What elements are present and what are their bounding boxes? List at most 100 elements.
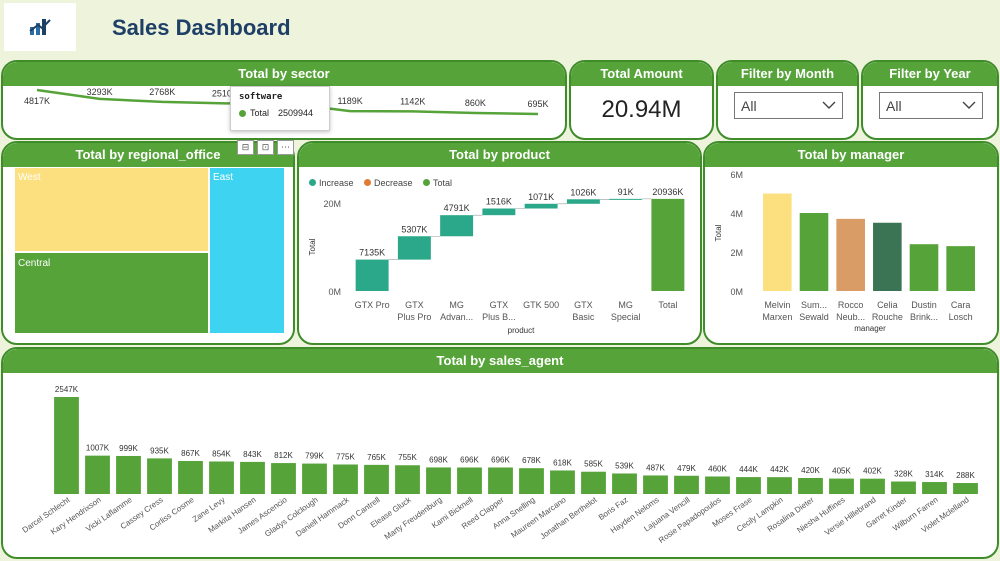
- chevron-down-icon: [962, 101, 976, 109]
- agent-data-label: 420K: [801, 466, 820, 475]
- legend-increase: Increase: [309, 178, 354, 188]
- year-dropdown[interactable]: All: [879, 92, 983, 119]
- agent-data-label: 999K: [119, 444, 138, 453]
- filter-month-card: Filter by Month All: [716, 60, 859, 140]
- agent-bar: [271, 463, 296, 494]
- month-dropdown[interactable]: All: [734, 92, 843, 119]
- logo: [4, 3, 76, 51]
- agent-bar: [85, 455, 110, 494]
- product-x-tick: GTK 500: [523, 300, 559, 310]
- manager-x-tick: Losch: [949, 312, 973, 322]
- legend-total: Total: [422, 177, 452, 188]
- focus-mode-icon[interactable]: ⊡: [257, 140, 274, 155]
- manager-x-tick: Celia: [877, 300, 898, 310]
- manager-x-tick: Rocco: [838, 300, 864, 310]
- agent-data-label: 698K: [429, 455, 448, 464]
- chevron-down-icon: [822, 101, 836, 109]
- treemap-central[interactable]: Central: [14, 252, 209, 334]
- legend-decrease-label: Decrease: [373, 177, 413, 188]
- product-x-tick: GTX: [574, 300, 593, 310]
- product-x-tick: Plus B...: [482, 312, 516, 322]
- manager-x-tick: Melvin: [764, 300, 790, 310]
- product-bar: [566, 199, 600, 204]
- manager-y-tick: 6M: [730, 170, 743, 180]
- agent-bar: [953, 483, 978, 494]
- month-dropdown-value: All: [741, 98, 757, 114]
- regional-card[interactable]: Total by regional_office West Central Ea…: [1, 141, 295, 345]
- product-data-label: 7135K: [359, 248, 385, 258]
- agent-bar: [922, 482, 947, 494]
- agent-data-label: 2547K: [55, 385, 79, 394]
- legend-total-label: Total: [432, 177, 452, 188]
- more-options-icon[interactable]: ⋯: [277, 140, 294, 155]
- sector-data-label: 2768K: [149, 87, 175, 97]
- manager-bar: [836, 218, 865, 291]
- agent-card[interactable]: Total by sales_agent 2547K Darcel Schlech…: [1, 347, 999, 559]
- agent-bar: [147, 458, 172, 494]
- product-x-tick: MG: [618, 300, 633, 310]
- treemap-west[interactable]: West: [14, 167, 209, 252]
- manager-x-tick: Brink...: [910, 312, 938, 322]
- product-y-axis-label: Total: [308, 238, 317, 255]
- agent-data-label: 487K: [646, 463, 665, 472]
- agent-data-label: 405K: [832, 467, 851, 476]
- product-data-label: 91K: [618, 187, 634, 197]
- sector-data-label: 1189K: [337, 96, 362, 106]
- agent-bar: [116, 455, 141, 494]
- manager-x-tick: Neub...: [836, 312, 865, 322]
- product-waterfall-chart[interactable]: 20M 0M Total 7135K GTX Pro 5307K GTX Plus Pro 47…: [299, 167, 699, 345]
- agent-bar: [798, 478, 823, 494]
- product-x-tick: GTX: [490, 300, 509, 310]
- agent-data-label: 288K: [956, 471, 975, 480]
- tooltip-title: software: [239, 92, 283, 102]
- tooltip-value: 2509944: [278, 108, 314, 118]
- product-y-tick: 20M: [323, 199, 341, 209]
- agent-bar: [333, 464, 358, 494]
- sector-data-label: 4817K: [24, 96, 50, 106]
- sector-line-chart[interactable]: 4817K 3293K 2768K 2510K 1189K 1142K 860K 695K: [3, 86, 565, 140]
- agent-data-label: 755K: [398, 453, 417, 462]
- agent-bar: [426, 467, 451, 494]
- agent-bar: [364, 464, 389, 494]
- manager-bar-chart[interactable]: 6M 4M 2M 0M Total Melvin Marxen Sum... Sewald Roc…: [705, 167, 997, 345]
- manager-x-tick: Dustin: [911, 300, 937, 310]
- product-bar: [440, 215, 474, 237]
- manager-y-axis-label: Total: [714, 224, 723, 241]
- manager-y-tick: 0M: [730, 287, 743, 297]
- product-x-tick: Advan...: [440, 312, 473, 322]
- agent-data-label: 539K: [615, 461, 634, 470]
- agent-bar: [767, 477, 792, 494]
- product-x-tick: Basic: [572, 312, 595, 322]
- product-x-axis-label: product: [508, 326, 535, 335]
- year-dropdown-value: All: [886, 98, 902, 114]
- filter-year-title: Filter by Year: [863, 62, 997, 86]
- agent-data-label: 444K: [739, 465, 758, 474]
- agent-data-label: 696K: [491, 455, 510, 464]
- agent-data-label: 843K: [243, 450, 262, 459]
- agent-data-label: 867K: [181, 449, 200, 458]
- filter-icon[interactable]: ⊟: [237, 140, 254, 155]
- page-title: Sales Dashboard: [112, 15, 291, 40]
- agent-data-label: 1007K: [86, 444, 110, 453]
- agent-x-tick: Gladys Colclough: [263, 495, 320, 538]
- treemap-east[interactable]: East: [209, 167, 285, 334]
- product-card[interactable]: Total by product Increase Decrease Total…: [297, 141, 702, 345]
- manager-x-tick: Marxen: [762, 312, 792, 322]
- treemap-east-label: East: [213, 172, 234, 183]
- product-x-tick: Plus Pro: [397, 312, 431, 322]
- agent-bar: [581, 471, 606, 494]
- agent-bar: [302, 463, 327, 494]
- product-x-tick: GTX: [405, 300, 424, 310]
- product-bar: [482, 208, 516, 216]
- legend-increase-label: Increase: [319, 177, 354, 188]
- product-bar: [651, 198, 685, 291]
- agent-bar: [395, 465, 420, 494]
- agent-bar: [519, 468, 544, 494]
- agent-data-label: 402K: [863, 467, 882, 476]
- agent-data-label: 442K: [770, 465, 789, 474]
- kpi-value: 20.94M: [601, 96, 682, 123]
- agent-x-tick: Jonathan Berthelot: [538, 495, 599, 541]
- manager-card[interactable]: Total by manager 6M 4M 2M 0M Total Melvin Marx…: [703, 141, 999, 345]
- product-data-label: 1071K: [528, 192, 554, 202]
